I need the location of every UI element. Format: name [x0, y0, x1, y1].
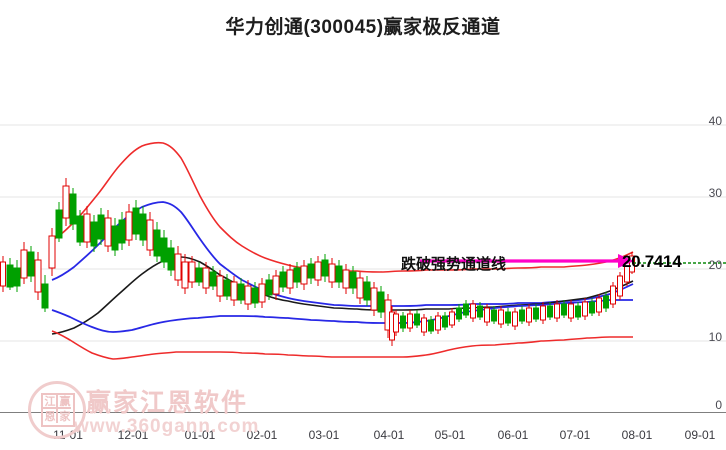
page-title: 华力创通(300045)赢家极反通道: [225, 17, 501, 38]
lower-blue-band: [51, 299, 633, 333]
middle-black-line: [51, 256, 634, 335]
current-price-label: 20.7414: [622, 252, 682, 271]
x-tick-05-01: 05-01: [434, 428, 466, 442]
candlestick-series: [0, 178, 635, 346]
seal-char-2: 恩: [44, 411, 56, 423]
x-tick-12-01: 12-01: [117, 428, 149, 442]
y-tick-40: 40: [708, 114, 722, 128]
y-tick-10: 10: [708, 330, 722, 344]
annotation-arrow: [420, 254, 634, 268]
x-tick-07-01: 07-01: [559, 428, 591, 442]
upper-blue-band: [51, 201, 634, 307]
x-tick-09-01: 09-01: [684, 428, 716, 442]
watermark-brand: 赢家江恩软件: [86, 389, 249, 417]
gridlines: [0, 124, 726, 342]
seal-char-1: 赢: [59, 396, 71, 408]
y-tick-20: 20: [708, 258, 722, 272]
lower-red-band: [51, 330, 633, 360]
seal-char-0: 江: [44, 396, 56, 408]
x-tick-02-01: 02-01: [246, 428, 278, 442]
y-tick-0: 0: [715, 398, 722, 412]
watermark-seal-icon: 江 赢 恩 家: [28, 381, 86, 439]
chart-svg: [0, 124, 726, 413]
chart-plot-area: [0, 60, 726, 413]
seal-char-3: 家: [59, 411, 71, 423]
x-tick-06-01: 06-01: [497, 428, 529, 442]
annotation-label: 跌破强势通道线: [401, 256, 507, 273]
watermark-url: www.360gann.com: [74, 416, 260, 437]
x-tick-08-01: 08-01: [621, 428, 653, 442]
x-tick-01-01: 01-01: [184, 428, 216, 442]
y-tick-30: 30: [708, 186, 722, 200]
upper-red-band: [51, 141, 634, 273]
x-tick-04-01: 04-01: [373, 428, 405, 442]
x-tick-03-01: 03-01: [308, 428, 340, 442]
